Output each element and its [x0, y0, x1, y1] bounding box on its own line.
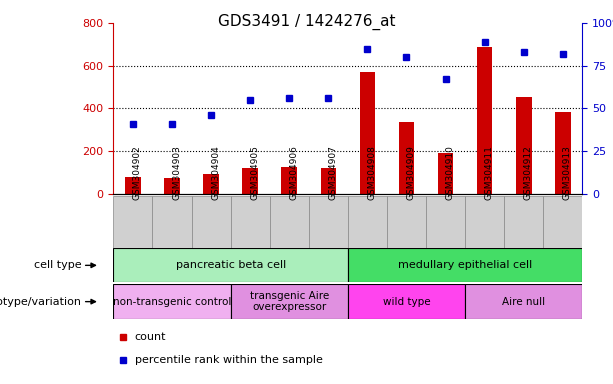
Text: pancreatic beta cell: pancreatic beta cell — [175, 260, 286, 270]
Bar — [360, 72, 375, 194]
Text: genotype/variation: genotype/variation — [0, 296, 82, 307]
Text: GDS3491 / 1424276_at: GDS3491 / 1424276_at — [218, 13, 395, 30]
Bar — [204, 174, 219, 194]
Bar — [543, 196, 582, 248]
Bar — [321, 168, 336, 194]
Bar — [191, 196, 230, 248]
Text: Aire null: Aire null — [502, 296, 546, 307]
Bar — [465, 196, 504, 248]
Text: GSM304911: GSM304911 — [485, 145, 493, 200]
Text: GSM304910: GSM304910 — [446, 145, 455, 200]
Bar — [398, 122, 414, 194]
Bar — [270, 196, 309, 248]
Bar — [348, 196, 387, 248]
Bar — [438, 153, 454, 194]
Bar — [348, 248, 582, 282]
Bar — [348, 284, 465, 319]
Text: GSM304906: GSM304906 — [289, 145, 299, 200]
Text: cell type: cell type — [34, 260, 82, 270]
Bar — [516, 97, 531, 194]
Text: count: count — [134, 331, 166, 341]
Bar — [153, 196, 191, 248]
Bar — [230, 196, 270, 248]
Text: transgenic Aire
overexpressor: transgenic Aire overexpressor — [249, 291, 329, 313]
Bar — [281, 167, 297, 194]
Text: GSM304909: GSM304909 — [406, 145, 416, 200]
Bar — [113, 196, 153, 248]
Text: GSM304903: GSM304903 — [172, 145, 181, 200]
Bar — [309, 196, 348, 248]
Bar — [113, 284, 230, 319]
Text: GSM304904: GSM304904 — [211, 145, 220, 200]
Text: percentile rank within the sample: percentile rank within the sample — [134, 355, 322, 365]
Text: GSM304908: GSM304908 — [367, 145, 376, 200]
Bar — [387, 196, 426, 248]
Bar — [125, 177, 141, 194]
Bar — [164, 178, 180, 194]
Text: medullary epithelial cell: medullary epithelial cell — [398, 260, 532, 270]
Text: GSM304905: GSM304905 — [250, 145, 259, 200]
Text: wild type: wild type — [383, 296, 430, 307]
Bar — [477, 46, 492, 194]
Bar — [242, 168, 258, 194]
Text: non-transgenic control: non-transgenic control — [113, 296, 231, 307]
Text: GSM304907: GSM304907 — [329, 145, 337, 200]
Text: GSM304913: GSM304913 — [563, 145, 572, 200]
Bar — [465, 284, 582, 319]
Bar — [113, 248, 348, 282]
Text: GSM304902: GSM304902 — [133, 145, 142, 200]
Bar — [426, 196, 465, 248]
Bar — [230, 284, 348, 319]
Bar — [504, 196, 543, 248]
Text: GSM304912: GSM304912 — [524, 145, 533, 200]
Bar — [555, 112, 571, 194]
